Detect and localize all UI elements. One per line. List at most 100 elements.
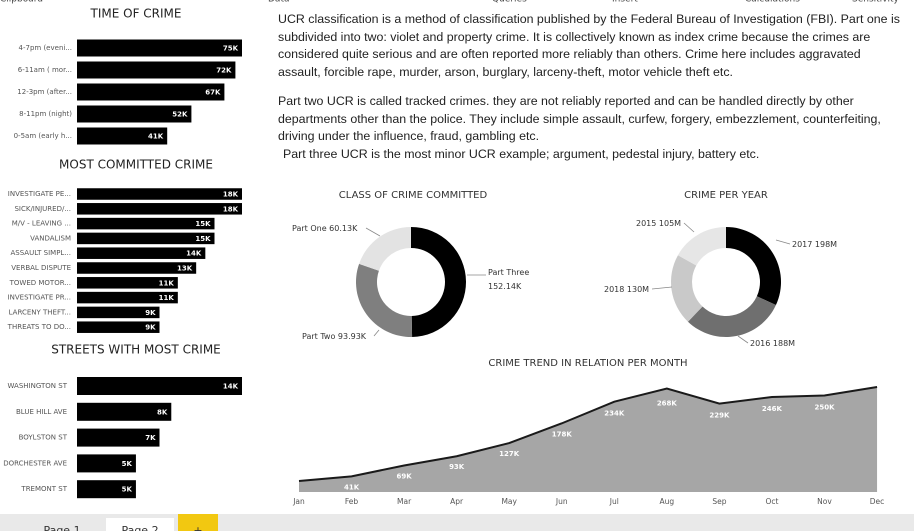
value-label: 8K <box>157 408 168 416</box>
bar <box>77 247 206 259</box>
value-label: 9K <box>145 324 156 332</box>
value-label: 69K <box>397 473 413 481</box>
slice-value: 60.13K <box>329 224 358 233</box>
bar <box>77 188 242 200</box>
bar <box>77 232 215 245</box>
x-tick-label: Aug <box>660 497 675 506</box>
slice-value: 130M <box>627 285 649 294</box>
category-label: 12-3pm (after... <box>17 88 72 96</box>
value-label: 246K <box>762 405 783 413</box>
slice-value: 198M <box>815 240 837 249</box>
slice-name: Part One <box>292 224 327 233</box>
x-tick-label: Apr <box>450 497 464 506</box>
value-label: 15K <box>195 220 211 228</box>
x-tick-label: Mar <box>397 497 412 506</box>
tab-bar <box>0 514 914 531</box>
bar <box>77 428 160 447</box>
category-label: 4-7pm (eveni... <box>19 44 72 52</box>
value-label: 234K <box>604 410 625 418</box>
category-label: INVESTIGATE PR... <box>8 294 71 302</box>
value-label: 13K <box>177 265 193 273</box>
pie-slice <box>677 227 726 266</box>
trend-line <box>298 386 878 482</box>
slice-name: 2018 <box>604 285 624 294</box>
x-tick-label: Nov <box>817 497 832 506</box>
value-label: 18K <box>223 191 239 199</box>
bar <box>77 277 178 289</box>
value-label: 7K <box>145 434 156 442</box>
slice-label: Part Two 93.93K <box>302 332 367 341</box>
pie-slice <box>726 227 781 306</box>
bar <box>77 321 160 333</box>
category-label: TOWED MOTOR... <box>9 279 71 287</box>
x-tick-label: Sep <box>712 497 726 506</box>
category-label: LARCENY THEFT... <box>9 308 71 316</box>
value-label: 5K <box>122 486 133 494</box>
tab-active <box>106 518 174 531</box>
category-label: INVESTIGATE PE... <box>8 190 71 198</box>
value-label: 72K <box>216 67 232 75</box>
value-label: 52K <box>172 111 188 119</box>
pie-slice <box>355 263 413 337</box>
x-tick-label: Jan <box>292 497 305 506</box>
x-tick-label: Jun <box>555 497 568 506</box>
category-label: VANDALISM <box>30 234 71 242</box>
value-label: 18K <box>223 205 239 213</box>
value-label: 41K <box>148 133 164 141</box>
slice-name: 2017 <box>792 240 812 249</box>
ribbon-group-label: Data <box>268 0 290 5</box>
value-label: 268K <box>657 400 678 408</box>
leader-line <box>651 286 673 290</box>
x-tick-label: Dec <box>870 497 885 506</box>
bar <box>77 39 242 57</box>
area <box>299 387 878 492</box>
category-label: VERBAL DISPUTE <box>11 264 71 272</box>
page-tab[interactable]: + <box>193 524 202 531</box>
value-label: 127K <box>499 450 520 458</box>
ribbon-group-label: Queries <box>492 0 527 5</box>
bar <box>77 83 225 101</box>
bar <box>77 127 168 145</box>
slice-label: 2016 188M <box>750 339 795 348</box>
page-tab[interactable]: Page 2 <box>121 524 158 531</box>
slice-value: 188M <box>773 339 795 348</box>
pie-slice <box>670 255 703 322</box>
slice-label: Part One 60.13K <box>292 224 358 233</box>
category-label: 6-11am ( mor... <box>18 66 72 74</box>
value-label: 5K <box>122 460 133 468</box>
leader-line <box>365 227 381 237</box>
value-label: 9K <box>145 309 156 317</box>
value-label: 11K <box>159 294 175 302</box>
slice-name: Part Three <box>488 268 529 277</box>
category-label: WASHINGTON ST <box>8 382 68 390</box>
bar <box>77 306 160 319</box>
category-label: M/V - LEAVING ... <box>12 220 71 228</box>
bar <box>77 262 197 274</box>
bar <box>77 61 236 79</box>
value-label: 250K <box>814 404 835 412</box>
chart-title: CLASS OF CRIME COMMITTED <box>339 190 488 201</box>
slice-value: 105M <box>659 219 681 228</box>
category-label: THREATS TO DO... <box>7 323 71 331</box>
value-label: 14K <box>186 250 202 258</box>
value-label: 11K <box>159 279 175 287</box>
slice-name: Part Two <box>302 332 335 341</box>
page-tab[interactable]: Page 1 <box>43 524 80 531</box>
slice-label: 2017 198M <box>792 240 837 249</box>
category-label: 0-5am (early h... <box>14 132 72 140</box>
value-label: 67K <box>205 89 221 97</box>
category-label: BLUE HILL AVE <box>16 408 67 416</box>
paragraph: UCR classification is a method of classi… <box>278 12 900 79</box>
ribbon-group-label: Insert <box>612 0 638 5</box>
bar <box>77 203 242 215</box>
value-label: 15K <box>195 235 211 243</box>
value-label: 41K <box>344 483 360 491</box>
value-label: 93K <box>449 463 465 471</box>
value-label: 229K <box>709 412 730 420</box>
bar <box>77 217 215 230</box>
pie-slice <box>411 227 466 337</box>
slice-name: 2015 <box>636 219 656 228</box>
bar <box>77 402 172 421</box>
